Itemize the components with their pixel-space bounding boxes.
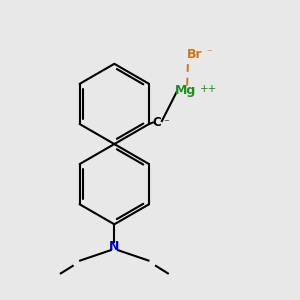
Text: Br: Br [187, 48, 203, 62]
Text: ⁻: ⁻ [206, 48, 212, 58]
Text: ⁻: ⁻ [163, 118, 169, 128]
Text: C: C [152, 116, 161, 129]
Text: N: N [109, 240, 119, 253]
Text: ++: ++ [200, 84, 217, 94]
Text: Mg: Mg [175, 84, 196, 97]
